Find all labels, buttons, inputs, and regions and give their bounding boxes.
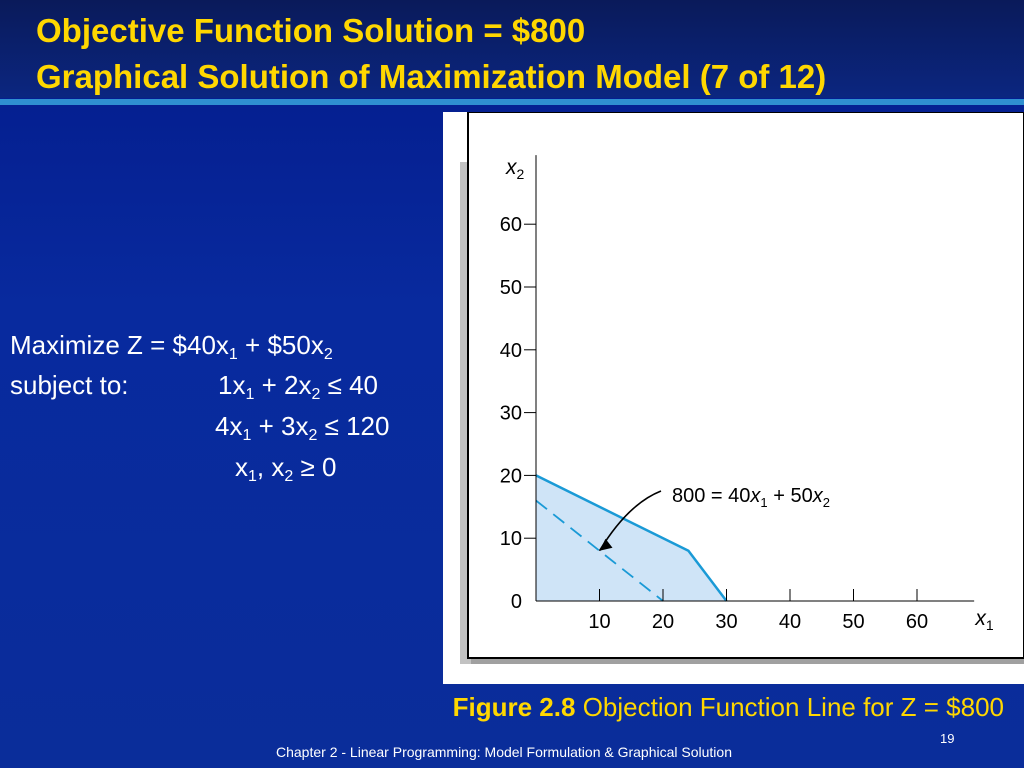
annotation-arrowhead bbox=[599, 538, 613, 551]
slide-title-line-2: Graphical Solution of Maximization Model… bbox=[36, 58, 827, 95]
y-tick-label: 30 bbox=[500, 403, 522, 425]
slide-title-line-1: Objective Function Solution = $800 bbox=[36, 12, 586, 49]
figure-caption: Figure 2.8 Objection Function Line for Z… bbox=[452, 692, 1004, 722]
page-number: 19 bbox=[940, 731, 955, 746]
y-tick-label: 0 bbox=[511, 591, 522, 613]
x-tick-label: 10 bbox=[588, 611, 610, 633]
footer-text: Chapter 2 - Linear Programming: Model Fo… bbox=[276, 744, 732, 760]
y-tick-label: 20 bbox=[500, 465, 522, 487]
objective-function: Maximize Z = $40x1 + $50x2 bbox=[10, 330, 333, 363]
x-tick-label: 60 bbox=[906, 611, 928, 633]
title-bar bbox=[0, 0, 1024, 98]
y-tick-label: 60 bbox=[500, 214, 522, 236]
constraint-1: 1x1 + 2x2 ≤ 40 bbox=[218, 370, 379, 403]
subject-to-label: subject to: bbox=[10, 370, 129, 400]
y-tick-label: 10 bbox=[500, 528, 522, 550]
frame-shadow-inner bbox=[460, 162, 471, 664]
constraint-2: 4x1 + 3x2 ≤ 120 bbox=[215, 411, 390, 444]
x-tick-label: 30 bbox=[715, 611, 737, 633]
title-divider bbox=[0, 99, 1024, 105]
y-tick-label: 40 bbox=[500, 340, 522, 362]
feasible-region bbox=[536, 475, 727, 601]
objective-function-line bbox=[535, 499, 664, 602]
objective-annotation-label: 800 = 40x1 + 50x2 bbox=[672, 485, 830, 510]
x-tick-label: 50 bbox=[842, 611, 864, 633]
figure-panel: 0 10 20 30 40 50 60 10 20 30 40 50 60 x2 x1 800 = 40x1 … bbox=[443, 111, 1024, 684]
constraint-boundary-line bbox=[535, 474, 728, 602]
x-tick-label: 40 bbox=[779, 611, 801, 633]
x-tick-label: 20 bbox=[652, 611, 674, 633]
y-tick-label: 50 bbox=[500, 277, 522, 299]
nonnegativity-constraint: x1, x2 ≥ 0 bbox=[235, 452, 337, 485]
